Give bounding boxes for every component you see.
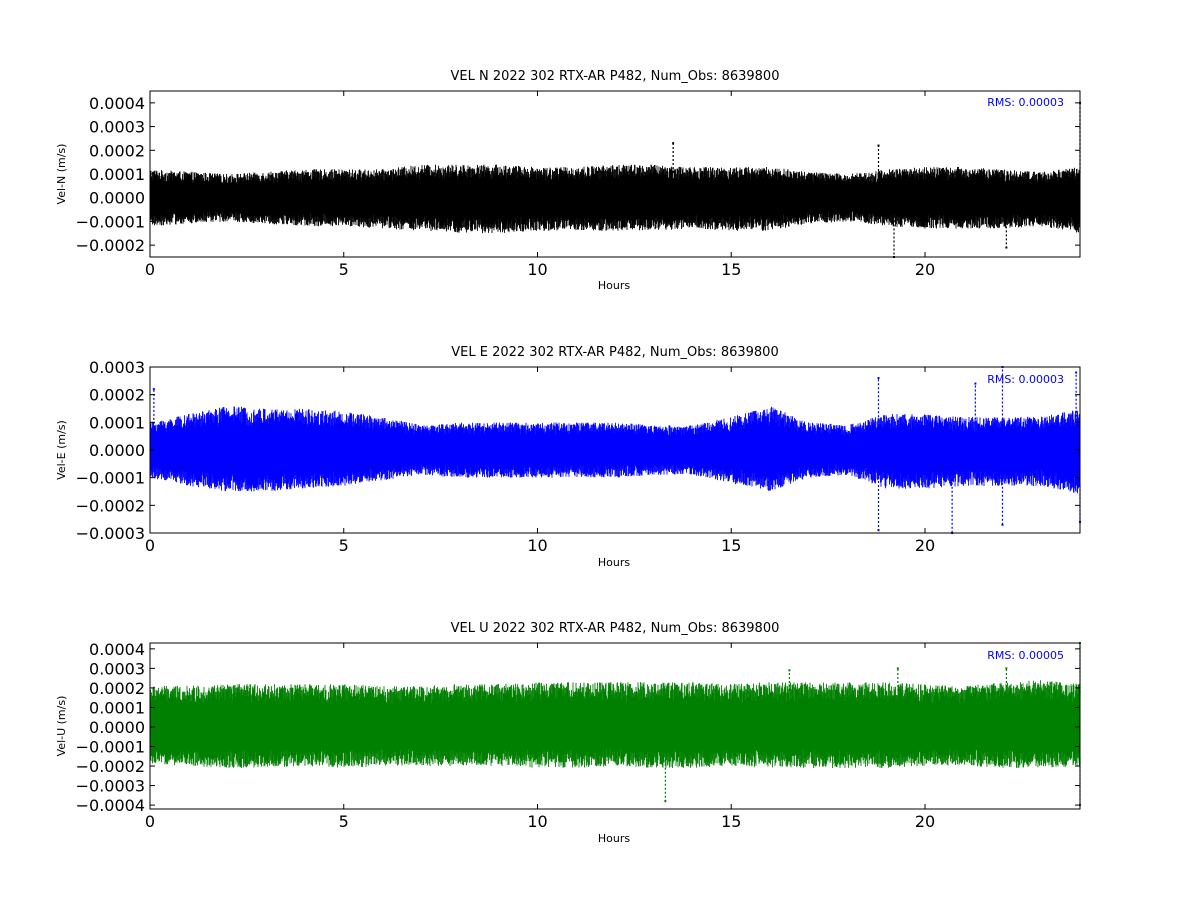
outlier-point xyxy=(1075,371,1078,374)
y-tick-label: 0.0000 xyxy=(89,189,145,208)
data-series xyxy=(150,680,1080,768)
outlier-point xyxy=(877,529,880,532)
y-tick-label: 0.0004 xyxy=(89,94,145,113)
data-series xyxy=(150,164,1080,234)
outlier-point xyxy=(788,669,791,672)
x-tick-label: 10 xyxy=(527,536,547,555)
y-tick-label: −0.0002 xyxy=(76,757,145,776)
x-tick-label: 0 xyxy=(145,536,155,555)
x-tick-label: 20 xyxy=(915,812,935,831)
y-tick-label: 0.0002 xyxy=(89,679,145,698)
panel-vel-u: VEL U 2022 302 RTX-AR P482, Num_Obs: 863… xyxy=(55,621,1081,845)
y-tick-label: −0.0001 xyxy=(76,212,145,231)
y-tick-label: −0.0003 xyxy=(76,777,145,796)
x-tick-label: 20 xyxy=(915,536,935,555)
x-tick-label: 15 xyxy=(721,260,741,279)
rms-annotation: RMS: 0.00005 xyxy=(987,649,1064,662)
y-tick-label: −0.0002 xyxy=(76,496,145,515)
rms-annotation: RMS: 0.00003 xyxy=(987,96,1064,109)
x-axis-label: Hours xyxy=(598,279,630,292)
outlier-point xyxy=(896,667,899,670)
y-tick-label: −0.0003 xyxy=(76,524,145,543)
y-tick-label: 0.0002 xyxy=(89,141,145,160)
data-series xyxy=(150,406,1080,494)
y-tick-label: 0.0003 xyxy=(89,659,145,678)
y-tick-label: 0.0004 xyxy=(89,640,145,659)
y-tick-label: 0.0000 xyxy=(89,441,145,460)
x-axis-label: Hours xyxy=(598,832,630,845)
outlier-point xyxy=(877,377,880,380)
y-tick-label: −0.0002 xyxy=(76,236,145,255)
y-axis-label: Vel-N (m/s) xyxy=(55,144,68,205)
x-tick-label: 10 xyxy=(527,260,547,279)
x-tick-label: 0 xyxy=(145,260,155,279)
plot-area: 0 5 10 15 20 −0.0003 −0.0002 −0.0001 0.0000 0.000… xyxy=(76,358,1081,555)
plot-area: 0 5 10 15 20 −0.0002 −0.0001 0.0000 0.0001 0.0002… xyxy=(76,90,1081,279)
x-tick-label: 20 xyxy=(915,260,935,279)
outlier-point xyxy=(1001,523,1004,526)
outlier-point xyxy=(974,382,977,385)
x-tick-label: 15 xyxy=(721,536,741,555)
y-tick-label: 0.0001 xyxy=(89,698,145,717)
panel-vel-e: VEL E 2022 302 RTX-AR P482, Num_Obs: 863… xyxy=(55,345,1081,569)
y-tick-label: 0.0001 xyxy=(89,413,145,432)
panel-vel-n: VEL N 2022 302 RTX-AR P482, Num_Obs: 863… xyxy=(55,69,1081,292)
y-tick-label: −0.0001 xyxy=(76,738,145,757)
y-axis-label: Vel-U (m/s) xyxy=(55,696,68,757)
y-tick-label: 0.0001 xyxy=(89,165,145,184)
y-tick-label: 0.0002 xyxy=(89,386,145,405)
outlier-point xyxy=(672,142,675,145)
axes-frame xyxy=(149,642,1081,810)
x-tick-label: 10 xyxy=(527,812,547,831)
chart-title: VEL U 2022 302 RTX-AR P482, Num_Obs: 863… xyxy=(451,621,780,636)
outlier-point xyxy=(1005,667,1008,670)
rms-annotation: RMS: 0.00003 xyxy=(987,373,1064,386)
y-tick-label: 0.0000 xyxy=(89,718,145,737)
chart-title: VEL E 2022 302 RTX-AR P482, Num_Obs: 863… xyxy=(451,345,778,360)
outlier-point xyxy=(1005,246,1008,249)
x-tick-label: 0 xyxy=(145,812,155,831)
x-tick-label: 5 xyxy=(339,812,349,831)
outlier-point xyxy=(152,388,155,391)
y-tick-label: −0.0004 xyxy=(76,796,145,815)
y-tick-label: −0.0001 xyxy=(76,469,145,488)
x-tick-label: 5 xyxy=(339,536,349,555)
outlier-point xyxy=(877,144,880,147)
chart-title: VEL N 2022 302 RTX-AR P482, Num_Obs: 863… xyxy=(451,69,780,84)
x-tick-label: 15 xyxy=(721,812,741,831)
y-axis-label: Vel-E (m/s) xyxy=(55,420,68,480)
x-axis-label: Hours xyxy=(598,556,630,569)
outlier-point xyxy=(664,800,667,803)
plot-area: 0 5 10 15 20−0.0004−0.0003−0.0002−0.00010.00… xyxy=(76,640,1081,831)
y-tick-label: 0.0003 xyxy=(89,358,145,377)
y-tick-label: 0.0003 xyxy=(89,118,145,137)
x-tick-label: 5 xyxy=(339,260,349,279)
